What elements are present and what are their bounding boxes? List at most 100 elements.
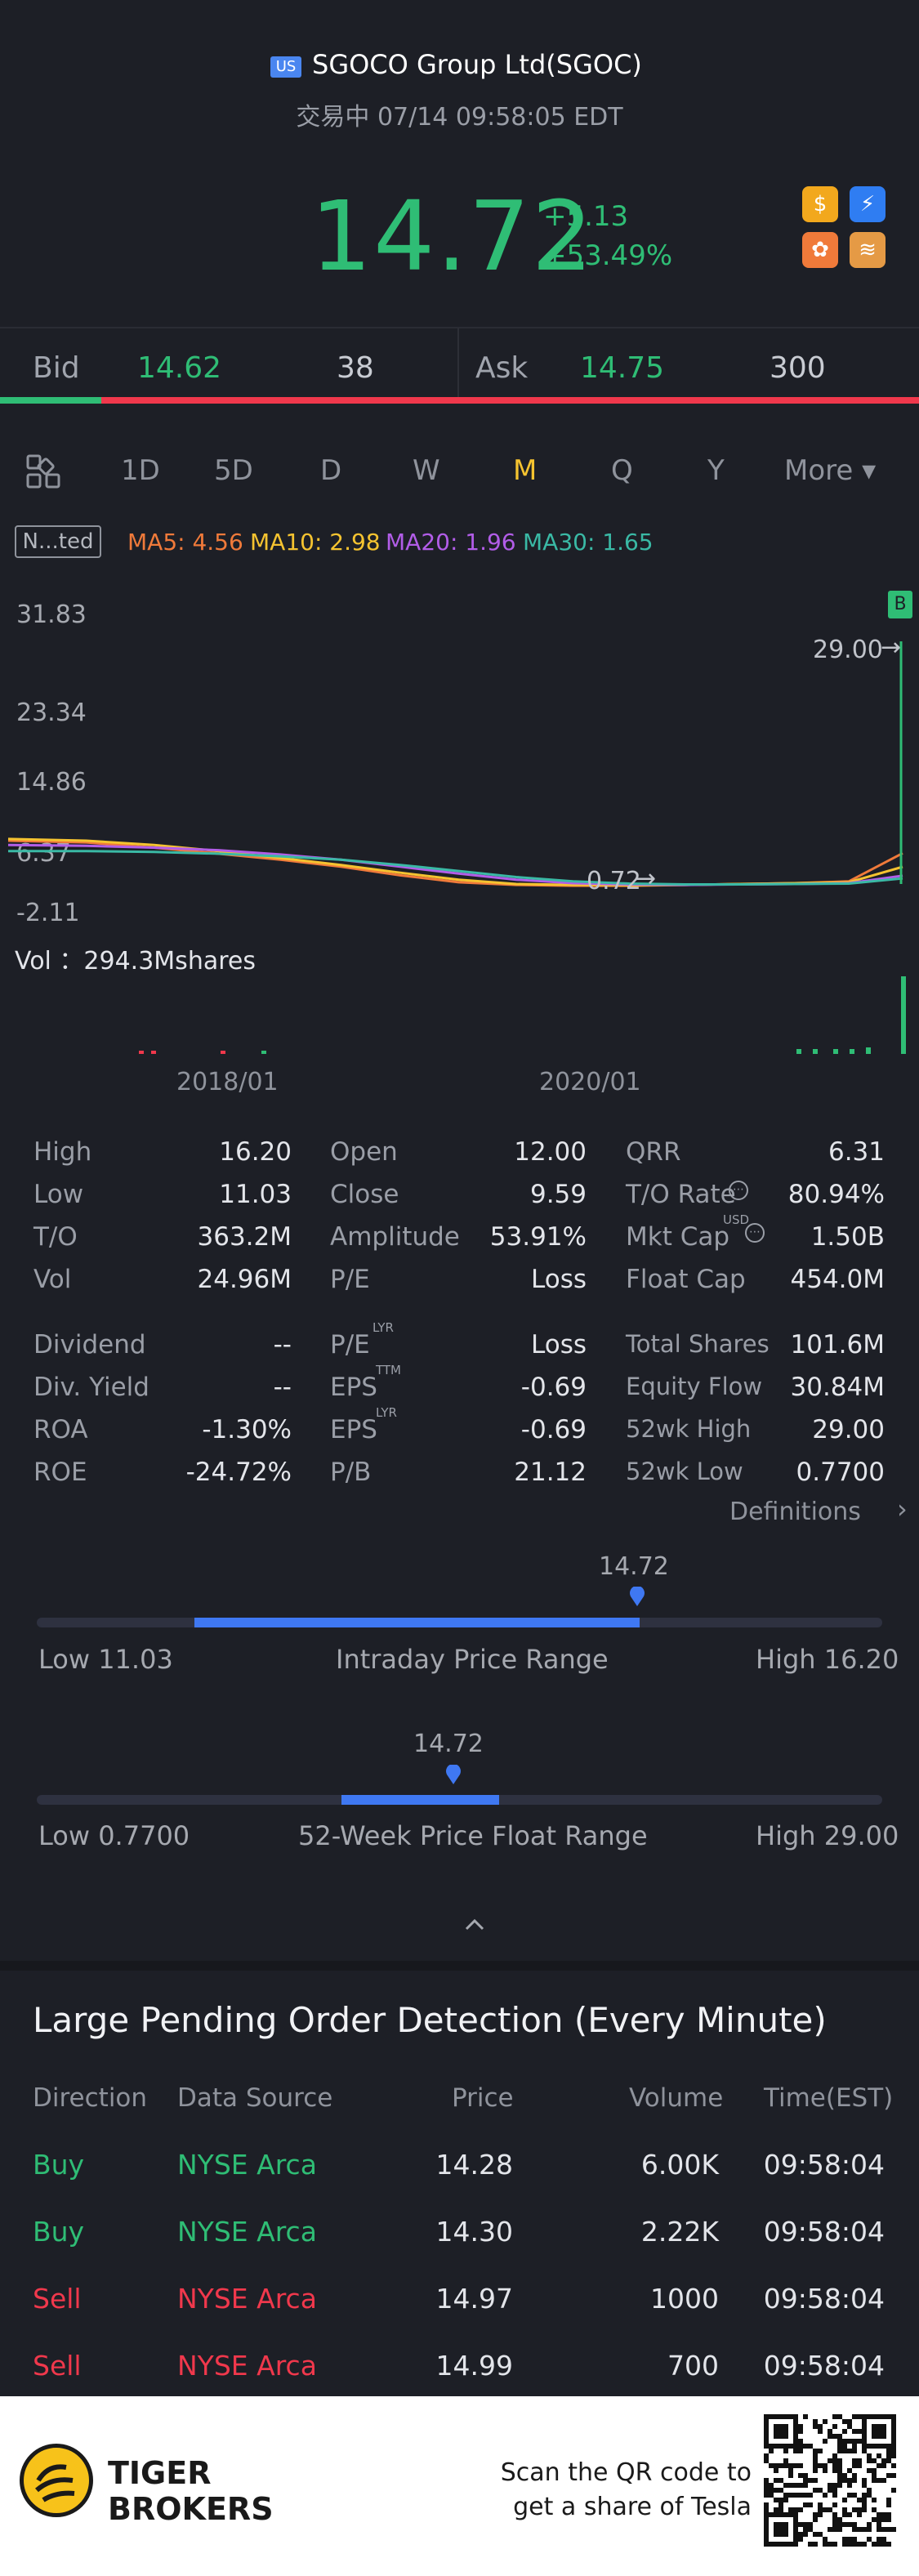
stat-value: -24.72% <box>185 1458 292 1487</box>
stat-label: P/E <box>330 1265 370 1294</box>
y-tick-label: 23.34 <box>16 699 87 727</box>
order-source: NYSE Arca <box>177 2149 317 2181</box>
x-tick-label: 2020/01 <box>539 1068 641 1096</box>
week52-low: Low 0.7700 <box>38 1820 190 1851</box>
qr-code-icon[interactable] <box>764 2414 896 2547</box>
stat-value: 30.84M <box>790 1373 886 1402</box>
stat-label: Equity Flow <box>626 1373 763 1400</box>
tab-d[interactable]: D <box>320 454 342 487</box>
last-price: 14.72 <box>310 180 595 292</box>
stat-label[interactable]: T/O Rate <box>626 1180 736 1209</box>
stat-label: Dividend <box>33 1330 146 1359</box>
promo-footer[interactable]: TIGER BROKERS Scan the QR code to get a … <box>0 2396 919 2576</box>
trading-status: 交易中 07/14 09:58:05 EDT <box>296 103 623 132</box>
ask-label: Ask <box>475 351 529 385</box>
intraday-high: High 16.20 <box>756 1644 899 1675</box>
y-tick-label: 31.83 <box>16 600 87 629</box>
bid-size: 38 <box>337 351 374 385</box>
intraday-range-fill <box>194 1618 640 1627</box>
order-price: 14.99 <box>435 2350 513 2382</box>
order-price: 14.30 <box>435 2216 513 2248</box>
price-change: +5.13 <box>543 200 629 233</box>
tab-m[interactable]: M <box>513 454 538 487</box>
stat-value: 363.2M <box>197 1222 292 1252</box>
arrow-right-icon: → <box>636 864 657 893</box>
order-time: 09:58:04 <box>763 2216 885 2248</box>
week52-high: High 29.00 <box>756 1820 899 1851</box>
tab-q[interactable]: Q <box>611 454 633 487</box>
stat-label: Float Cap <box>626 1265 746 1294</box>
stock-title[interactable]: SGOCO Group Ltd(SGOC) <box>312 49 642 80</box>
stat-value: 29.00 <box>812 1415 885 1444</box>
stat-label: ROA <box>33 1415 88 1444</box>
low-marker-label: 0.72 <box>587 867 641 895</box>
col-header-direction: Direction <box>33 2083 148 2113</box>
stat-label: Vol <box>33 1265 72 1294</box>
info-icon[interactable]: ⋯ <box>745 1223 765 1243</box>
scan-text-1: Scan the QR code to <box>500 2458 752 2487</box>
stat-value: Loss <box>531 1265 587 1294</box>
tab-5d[interactable]: 5D <box>214 454 253 487</box>
order-volume: 6.00K <box>640 2149 719 2181</box>
stats-grid: High 16.20 Open 12.00 QRR 6.31 Low 11.03 Close 9.… <box>0 1127 919 1520</box>
grid-layout-icon[interactable] <box>26 454 60 489</box>
volume-bar <box>850 1049 854 1054</box>
stat-value: 53.91% <box>489 1222 587 1252</box>
lightning-icon[interactable]: ⚡ <box>850 186 886 222</box>
volume-bar <box>139 1051 144 1054</box>
tab-more[interactable]: More ▾ <box>784 454 877 487</box>
stat-value: 454.0M <box>790 1265 886 1294</box>
volume-bar <box>151 1051 156 1054</box>
stat-label: QRR <box>626 1137 681 1167</box>
chevron-up-icon[interactable] <box>462 1916 487 1932</box>
y-tick-label: -2.11 <box>16 899 80 927</box>
intraday-low: Low 11.03 <box>38 1644 173 1675</box>
stat-label: 52wk Low <box>626 1458 743 1485</box>
stat-value: -1.30% <box>202 1415 292 1444</box>
stat-label[interactable]: Mkt Cap <box>626 1222 730 1252</box>
stat-value: 101.6M <box>790 1330 886 1359</box>
gift-icon[interactable]: ✿ <box>802 232 838 268</box>
volume-bar <box>901 976 906 1054</box>
volume-bar <box>833 1049 838 1054</box>
y-tick-label: 6.37 <box>16 839 71 868</box>
ask-strength-bar <box>101 397 919 404</box>
stat-value: -0.69 <box>520 1373 587 1402</box>
ma10-label: MA10: 2.98 <box>250 529 381 556</box>
period-selector: 1D 5D D W M Q Y More ▾ <box>0 425 919 519</box>
ask-size: 300 <box>770 351 826 385</box>
x-tick-label: 2018/01 <box>176 1068 279 1096</box>
tiger-logo <box>20 2444 93 2517</box>
stat-label: Open <box>330 1137 398 1167</box>
layers-icon[interactable]: ≋ <box>850 232 886 268</box>
order-volume: 1000 <box>650 2283 719 2315</box>
ma30-label: MA30: 1.65 <box>523 529 654 556</box>
stat-value: 21.12 <box>514 1458 587 1487</box>
tab-w[interactable]: W <box>413 454 440 487</box>
stat-label: 52wk High <box>626 1415 752 1443</box>
definitions-link[interactable]: Definitions <box>729 1498 861 1526</box>
stat-label: ROE <box>33 1458 87 1487</box>
ask-price: 14.75 <box>580 351 665 385</box>
stat-label: T/O <box>33 1222 78 1252</box>
y-tick-label: 14.86 <box>16 768 87 797</box>
info-icon[interactable]: ⋯ <box>729 1181 748 1200</box>
stat-value: 16.20 <box>219 1137 292 1167</box>
chart-canvas <box>7 641 906 1054</box>
bid-ask-divider <box>457 328 459 402</box>
indicator-button[interactable]: N...ted <box>15 525 101 558</box>
stat-value: 11.03 <box>219 1180 292 1209</box>
ma-series-line <box>8 850 903 886</box>
location-pin-icon <box>629 1585 645 1606</box>
stat-label: P/E <box>330 1330 370 1359</box>
dollar-icon[interactable]: $ <box>802 186 838 222</box>
stat-value: 80.94% <box>787 1180 885 1209</box>
volume-bar <box>866 1047 871 1054</box>
order-time: 09:58:04 <box>763 2283 885 2315</box>
price-chart[interactable]: N...ted MA5: 4.56 MA10: 2.98 MA20: 1.96 … <box>0 519 919 1107</box>
stat-value: 0.7700 <box>796 1458 885 1487</box>
chevron-right-icon[interactable]: › <box>897 1493 908 1525</box>
tab-y[interactable]: Y <box>707 454 725 487</box>
pending-orders-panel: Large Pending Order Detection (Every Min… <box>0 1961 919 2386</box>
tab-1d[interactable]: 1D <box>121 454 160 487</box>
